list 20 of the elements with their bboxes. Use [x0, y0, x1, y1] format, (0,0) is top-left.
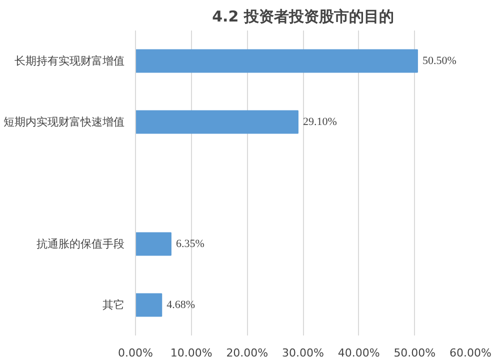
y-tick-label: 抗通胀的保值手段: [36, 238, 124, 250]
bar: [136, 232, 172, 256]
x-tick-label: 20.00%: [226, 346, 268, 360]
bar: [136, 110, 298, 134]
bar: [136, 49, 418, 73]
data-label: 29.10%: [302, 116, 337, 128]
x-tick-label: 30.00%: [282, 346, 324, 360]
y-tick-label: 其它: [102, 298, 124, 312]
y-tick-label: 短期内实现财富快速增值: [4, 116, 124, 128]
bar: [136, 293, 162, 317]
y-tick-label: 长期持有实现财富增值: [14, 54, 124, 68]
x-tick-label: 50.00%: [394, 346, 436, 360]
data-label: 50.50%: [422, 55, 456, 67]
chart-title: 4.2 投资者投资股市的目的: [212, 8, 394, 26]
x-tick-label: 60.00%: [450, 346, 492, 360]
x-tick-label: 40.00%: [338, 346, 380, 360]
data-label: 4.68%: [166, 299, 196, 311]
x-tick-label: 0.00%: [118, 346, 153, 360]
x-tick-label: 10.00%: [170, 346, 212, 360]
data-label: 6.35%: [176, 238, 204, 250]
